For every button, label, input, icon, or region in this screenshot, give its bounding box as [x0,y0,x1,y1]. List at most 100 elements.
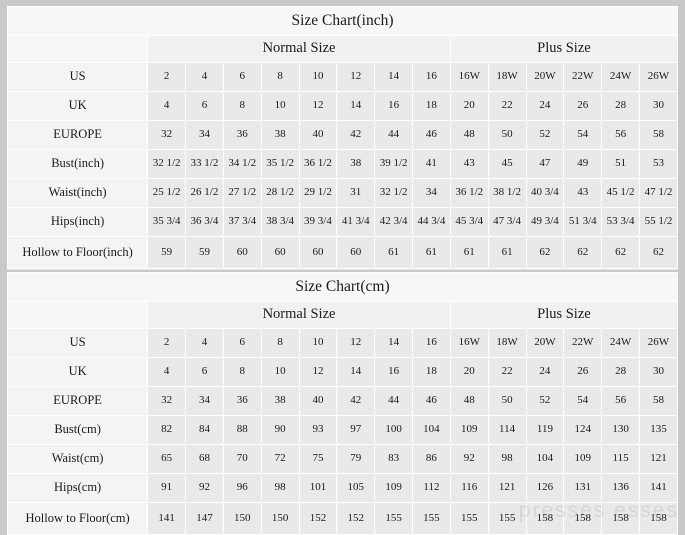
data-cell: 100 [374,415,414,445]
data-cell: 155 [487,502,527,535]
data-cell: 60 [298,236,338,269]
data-cell: 62 [525,236,565,269]
data-cell: 6 [185,357,224,387]
row-label: US [6,328,149,358]
data-cell: 30 [638,91,679,121]
data-cell: 158 [525,502,565,535]
data-cell: 90 [260,415,300,445]
data-cell: 147 [185,502,224,535]
data-cell: 47 3/4 [487,207,527,237]
data-cell: 26W [638,328,679,358]
data-cell: 44 [374,386,414,416]
data-cell: 30 [638,357,679,387]
data-cell: 83 [374,444,414,474]
data-cell: 121 [487,473,527,503]
data-cell: 22W [563,328,603,358]
data-cell: 38 [260,120,300,150]
data-cell: 18 [412,91,451,121]
group-header-spacer [6,35,149,63]
size-chart-table: Size Chart(inch) Normal Size Plus Size US 2 4… [6,6,679,269]
data-cell: 12 [298,357,338,387]
data-cell: 14 [374,328,414,358]
chart-title-row: Size Chart(cm) [7,272,678,302]
data-cell: 158 [638,502,679,535]
data-cell: 14 [374,62,414,92]
table-row: Bust(inch) 32 1/2 33 1/2 34 1/2 35 1/2 36 1/2… [6,149,679,179]
data-cell: 6 [222,328,262,358]
data-cell: 40 [298,386,338,416]
data-cell: 36 1/2 [449,178,489,208]
data-cell: 45 3/4 [449,207,489,237]
group-header-row: Normal Size Plus Size [6,301,679,329]
data-cell: 22 [487,91,527,121]
data-cell: 49 [563,149,603,179]
data-cell: 26 [563,91,603,121]
data-cell: 155 [412,502,451,535]
data-cell: 104 [412,415,451,445]
data-cell: 53 3/4 [601,207,640,237]
data-cell: 6 [185,91,224,121]
data-cell: 46 [412,386,451,416]
data-cell: 24 [525,91,565,121]
data-cell: 96 [222,473,262,503]
data-cell: 8 [222,357,262,387]
data-cell: 152 [298,502,338,535]
data-cell: 47 1/2 [638,178,679,208]
data-cell: 56 [601,386,640,416]
data-cell: 41 3/4 [336,207,376,237]
data-cell: 115 [601,444,640,474]
data-cell: 16 [374,357,414,387]
table-row: US 2 4 6 8 10 12 14 16 16W 18W 20W 22W 24W 26W [6,328,679,358]
data-cell: 44 [374,120,414,150]
data-cell: 59 [147,236,187,269]
chart-title-row: Size Chart(inch) [7,6,678,36]
data-cell: 136 [601,473,640,503]
table-row: EUROPE 32 34 36 38 40 42 44 46 48 50 52 54 56 58 [6,120,679,150]
data-cell: 72 [260,444,300,474]
data-cell: 112 [412,473,451,503]
data-cell: 79 [336,444,376,474]
data-cell: 24W [601,328,640,358]
data-cell: 109 [563,444,603,474]
data-cell: 36 3/4 [185,207,224,237]
data-cell: 109 [374,473,414,503]
data-cell: 60 [222,236,262,269]
data-cell: 47 [525,149,565,179]
data-cell: 92 [185,473,224,503]
data-cell: 18W [487,62,527,92]
data-cell: 59 [185,236,224,269]
data-cell: 141 [638,473,679,503]
data-cell: 62 [601,236,640,269]
data-cell: 84 [185,415,224,445]
data-cell: 12 [336,62,376,92]
data-cell: 20W [525,62,565,92]
row-label: Waist(cm) [6,444,149,474]
data-cell: 109 [449,415,489,445]
data-cell: 2 [147,62,187,92]
data-cell: 12 [336,328,376,358]
data-cell: 104 [525,444,565,474]
data-cell: 20W [525,328,565,358]
data-cell: 31 [336,178,376,208]
data-cell: 124 [563,415,603,445]
data-cell: 42 3/4 [374,207,414,237]
data-cell: 56 [601,120,640,150]
table-row: Waist(inch) 25 1/2 26 1/2 27 1/2 28 1/2 29 1/… [6,178,679,208]
data-cell: 36 [222,120,262,150]
data-cell: 39 1/2 [374,149,414,179]
data-cell: 58 [638,120,679,150]
data-cell: 60 [260,236,300,269]
table-row: UK 4 6 8 10 12 14 16 18 20 22 24 26 28 30 [6,91,679,121]
data-cell: 150 [260,502,300,535]
data-cell: 16 [412,62,451,92]
data-cell: 29 1/2 [298,178,338,208]
data-cell: 158 [563,502,603,535]
data-cell: 43 [563,178,603,208]
data-cell: 52 [525,120,565,150]
data-cell: 4 [185,62,224,92]
data-cell: 10 [298,328,338,358]
data-cell: 28 [601,91,640,121]
data-cell: 10 [298,62,338,92]
group-header-plus-size: Plus Size [449,35,679,63]
